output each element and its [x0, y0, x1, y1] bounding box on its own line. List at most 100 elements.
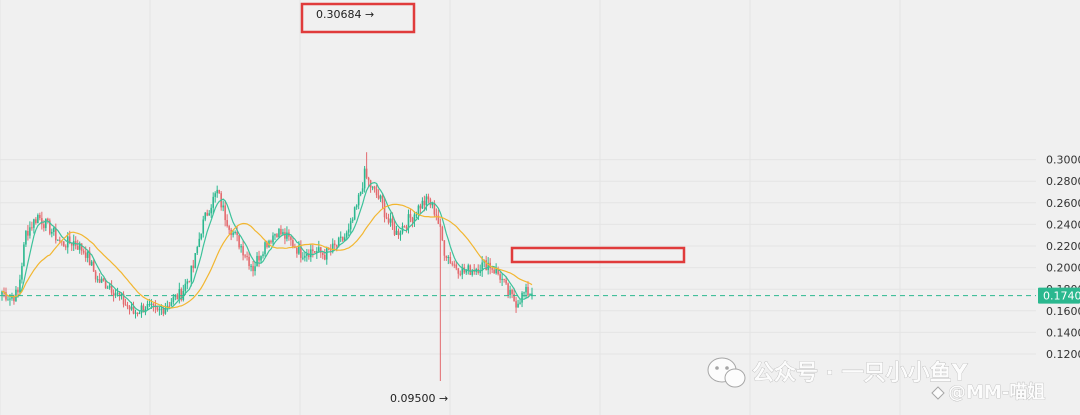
candle-body [190, 265, 193, 282]
candle-body [495, 268, 497, 274]
candle-body [1, 291, 3, 295]
wechat-icon [707, 357, 746, 388]
candle-body [519, 302, 521, 304]
candle-body [246, 256, 248, 258]
candle-body [433, 202, 436, 215]
candle-body [98, 279, 101, 283]
candle-body [248, 256, 250, 267]
candle-body [357, 194, 360, 206]
candle-body [184, 283, 187, 292]
candle-body [128, 306, 131, 310]
candle-body [339, 236, 342, 238]
candle-body [200, 233, 203, 239]
candle-body [35, 219, 37, 224]
candle-body [373, 186, 376, 189]
candle-body [122, 294, 125, 305]
candle-body [341, 236, 344, 241]
candle-body [202, 219, 205, 234]
candle-body [465, 270, 468, 273]
watermark-title: 公众号 · 一只小小鱼Y [752, 360, 969, 386]
candle-body [395, 230, 398, 235]
candle-body [39, 214, 41, 219]
candle-body [381, 195, 384, 204]
candle-body [25, 230, 27, 245]
candle-body [447, 256, 450, 258]
candle-body [240, 246, 242, 248]
candle-body [393, 225, 396, 235]
candle-body [407, 214, 410, 229]
candle-body [164, 308, 167, 314]
y-axis: 0.12000.14000.16000.18000.20000.22000.24… [1046, 154, 1080, 361]
candle-body [363, 168, 366, 189]
candle-body [361, 188, 364, 192]
candle-body [172, 296, 175, 303]
candle-body [192, 265, 195, 269]
candle-body [367, 177, 370, 181]
candle-body [431, 202, 434, 206]
candle-body [19, 279, 21, 293]
candle-body [266, 242, 268, 248]
candle-body [228, 226, 230, 230]
candle-body [152, 303, 155, 306]
candle-body [280, 228, 282, 235]
current-price-tag: 0.1740 [1038, 287, 1080, 304]
candle-body [92, 261, 95, 272]
grid-layer [0, 0, 1036, 415]
candle-body [461, 267, 464, 275]
candle-body [425, 196, 428, 206]
candle-body [210, 207, 213, 214]
candle-body [124, 304, 127, 306]
candle-body [415, 214, 418, 216]
candle-body [254, 266, 256, 272]
candle-body [148, 303, 151, 305]
candle-body [11, 296, 13, 299]
candle-body [80, 243, 83, 251]
candle-body [314, 251, 316, 253]
candle-body [318, 247, 320, 252]
candle-body [186, 281, 189, 284]
candle-body [53, 227, 55, 232]
candle-body [325, 248, 328, 260]
candle-body [316, 251, 318, 253]
high-highlight-box [300, 2, 416, 34]
candle-body [244, 255, 246, 257]
candle-body [214, 193, 216, 197]
candle-body [258, 255, 260, 261]
current-price-label: 0.1740 [1043, 290, 1080, 303]
candle-body [379, 195, 382, 199]
candle-body [481, 262, 483, 271]
candle-body [146, 304, 149, 310]
candle-body [224, 205, 226, 221]
candle-body [371, 186, 374, 188]
candle-body [513, 293, 515, 302]
candle-body [274, 234, 276, 236]
candle-body [323, 254, 326, 260]
candle-body [353, 207, 356, 220]
candle-body [90, 261, 93, 266]
candle-body [112, 292, 115, 296]
candle-body [355, 205, 358, 208]
candle-body [234, 231, 236, 233]
candle-body [331, 243, 334, 251]
candle-body [491, 268, 493, 270]
candle-body [142, 305, 145, 313]
moving-average-line [1, 181, 533, 313]
candle-body [306, 253, 308, 256]
candle-body [9, 298, 11, 300]
candle-body [509, 289, 511, 296]
candle-body [256, 255, 258, 267]
candle-body [457, 268, 460, 274]
candle-body [310, 249, 312, 258]
candle-body [286, 232, 288, 239]
candle-body [88, 251, 91, 266]
candle-body [308, 253, 310, 258]
candle-body [208, 213, 211, 216]
candle-body [242, 246, 244, 256]
candle-body [278, 228, 280, 238]
candle-body [391, 218, 394, 226]
candle-body [23, 244, 25, 267]
candle-body [134, 312, 137, 314]
